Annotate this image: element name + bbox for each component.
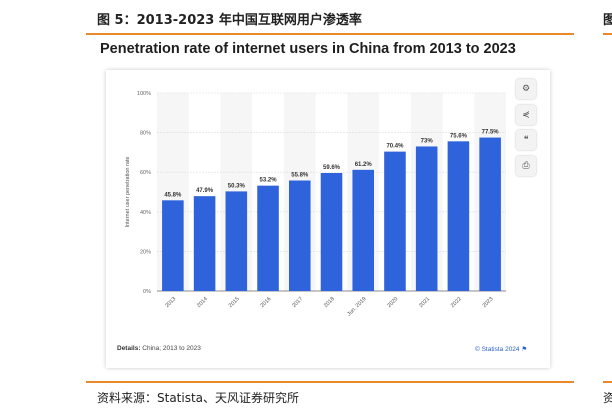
x-tick-label: 2017 [291, 296, 304, 309]
value-label: 55.8% [291, 173, 309, 179]
bar [352, 169, 375, 291]
value-label: 70.4% [386, 144, 404, 150]
y-tick-label: 60% [140, 170, 151, 176]
bottom-divider-right [603, 381, 612, 383]
x-tick-label: Jun. 2019 [346, 296, 367, 317]
top-divider-right [603, 33, 612, 35]
bottom-divider [86, 381, 574, 383]
top-divider [86, 33, 574, 35]
print-icon[interactable]: ⎙ [516, 156, 536, 176]
value-label: 53.2% [260, 178, 278, 184]
bar [225, 191, 248, 291]
source-note: 资料来源：Statista、天风证券研究所 [97, 391, 300, 405]
value-label: 61.2% [355, 162, 373, 168]
details-label: Details: [117, 345, 141, 352]
share-icon[interactable]: ⋞ [516, 105, 536, 125]
y-tick-label: 20% [140, 249, 151, 255]
bar [193, 196, 216, 291]
x-tick-label: 2013 [164, 296, 177, 309]
x-tick-label: 2020 [386, 296, 399, 309]
value-label: 77.5% [482, 130, 500, 136]
bar [447, 141, 470, 291]
x-tick-label: 2023 [482, 296, 495, 309]
value-label: 75.6% [450, 133, 468, 139]
x-tick-label: 2022 [450, 296, 463, 309]
x-tick-label: 2015 [228, 296, 241, 309]
bar [479, 137, 501, 291]
bar [415, 146, 438, 291]
details-note: Details: China; 2013 to 2023 [117, 345, 201, 352]
bar [257, 185, 279, 291]
bar [384, 151, 406, 291]
right-caption-fragment: 图 [603, 13, 612, 28]
y-tick-label: 0% [143, 289, 151, 295]
value-label: 50.3% [228, 183, 246, 189]
value-label: 47.9% [196, 188, 214, 194]
x-tick-label: 2018 [323, 296, 336, 309]
gear-icon[interactable]: ⚙ [516, 79, 536, 99]
bar [162, 200, 184, 291]
right-source-fragment: 资 [603, 391, 612, 405]
quote-icon[interactable]: ❝ [516, 130, 536, 150]
chart-title: Penetration rate of internet users in Ch… [100, 41, 516, 57]
value-label: 45.8% [164, 192, 182, 198]
bar [288, 180, 311, 291]
flag-icon: ⚑ [521, 346, 528, 353]
x-tick-label: 2016 [260, 296, 273, 309]
figure-caption: 图 5：2013-2023 年中国互联网用户渗透率 [97, 13, 362, 28]
x-tick-label: 2021 [418, 296, 431, 309]
credit-text: © Statista 2024 [475, 346, 520, 353]
y-tick-label: 40% [140, 210, 151, 216]
x-tick-label: 2014 [196, 296, 209, 309]
value-label: 73% [421, 138, 434, 144]
y-tick-label: 80% [140, 131, 151, 137]
y-tick-label: 100% [137, 91, 151, 97]
statista-credit[interactable]: © Statista 2024 ⚑ [475, 345, 527, 353]
details-text: China; 2013 to 2023 [142, 345, 201, 352]
value-label: 59.6% [323, 165, 341, 171]
bar [320, 172, 343, 291]
y-axis-label: Internet user penetration rate [125, 157, 131, 228]
